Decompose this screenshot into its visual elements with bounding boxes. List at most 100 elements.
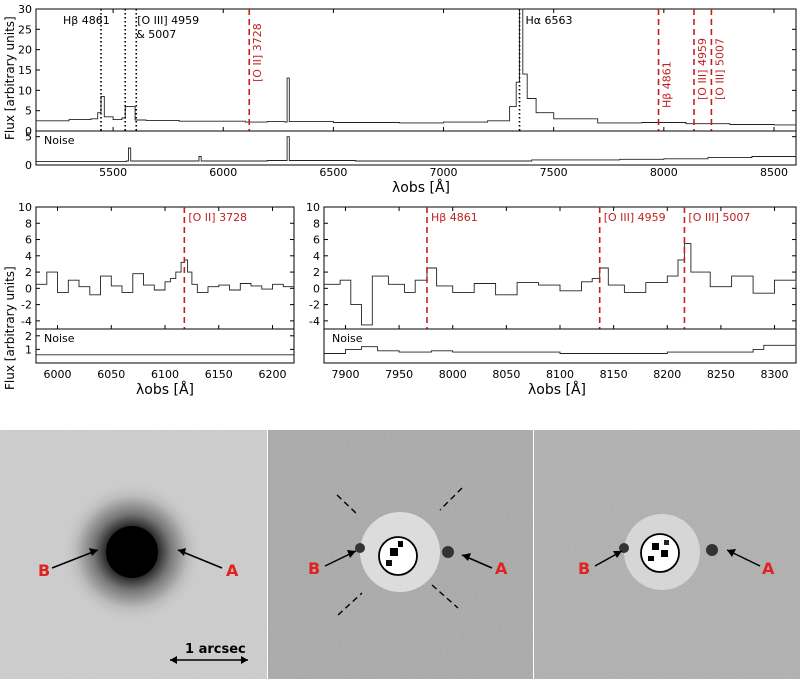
series-line — [36, 136, 797, 163]
annotation-label: [O II] 3728 — [188, 211, 247, 224]
annotation-label: [O III] 4959 — [696, 38, 709, 100]
image-label-a: A — [226, 561, 239, 580]
y-tick-label: 25 — [18, 23, 32, 36]
noise-label: Noise — [332, 332, 363, 345]
plot-frame — [35, 206, 295, 330]
y-tick-label: 4 — [313, 250, 320, 263]
x-tick-label: 8200 — [653, 368, 681, 381]
y-tick-label: 0 — [25, 282, 32, 295]
annotation-label: Hβ 4861 — [431, 211, 478, 224]
image-label-b: B — [578, 559, 590, 578]
x-tick-label: 7950 — [385, 368, 413, 381]
x-tick-label: 6150 — [205, 368, 233, 381]
x-axis-label: λobs [Å] — [136, 381, 194, 398]
panel-zoom-left: -4 -2 0 2 4 6 8 10 — [18, 201, 295, 330]
x-axis-label: λobs [Å] — [528, 381, 586, 398]
image-label-a: A — [495, 559, 508, 578]
x-tick-label: 6100 — [151, 368, 179, 381]
noise-label: Noise — [44, 332, 75, 345]
y-tick-label: 5 — [25, 105, 32, 118]
image-panel-direct: B A 1 arcsec — [0, 430, 267, 679]
x-tick-label: 7900 — [331, 368, 359, 381]
x-tick-label: 6000 — [209, 166, 237, 179]
x-tick-label: 8100 — [546, 368, 574, 381]
series-line — [36, 259, 295, 296]
arrow-b-head — [89, 548, 98, 556]
x-tick-label: 8500 — [760, 166, 788, 179]
y-tick-label: 8 — [25, 217, 32, 230]
y-tick-label: -4 — [309, 315, 320, 328]
x-tick-label: 8000 — [439, 368, 467, 381]
annotation-label: Hβ 4861 — [63, 14, 110, 27]
annotation-label: Hα 6563 — [526, 14, 573, 27]
y-tick-label: 10 — [306, 201, 320, 214]
annotation-label: [O III] 4959 — [137, 14, 199, 27]
series-line — [324, 243, 797, 326]
y-tick-label: 20 — [18, 44, 32, 57]
image-label-b: B — [38, 561, 50, 580]
y-tick-label: 2 — [25, 266, 32, 279]
x-tick-label: 5500 — [99, 166, 127, 179]
noise-label: Noise — [44, 134, 75, 147]
series-line — [36, 8, 797, 126]
y-tick-label: 30 — [18, 3, 32, 16]
panel-top-noise: 0 5 Noise — [25, 130, 797, 172]
arrow-a — [177, 549, 223, 569]
y-tick-label: -4 — [21, 315, 32, 328]
annotation-label: [O III] 4959 — [604, 211, 666, 224]
y-tick-label: 5 — [25, 131, 32, 144]
x-tick-label: 7000 — [430, 166, 458, 179]
y-tick-label: 15 — [18, 64, 32, 77]
scalebar-label: 1 arcsec — [185, 642, 246, 657]
x-tick-label: 7500 — [540, 166, 568, 179]
y-tick-label: -2 — [309, 299, 320, 312]
y-tick-label: 2 — [313, 266, 320, 279]
annotation-label: [O III] 5007 — [688, 211, 750, 224]
x-tick-label: 8250 — [707, 368, 735, 381]
x-tick-label: 6000 — [44, 368, 72, 381]
x-axis-label: λobs [Å] — [392, 179, 450, 196]
panel-zoom-right-noise: Noise — [323, 328, 797, 364]
y-tick-label: -2 — [21, 299, 32, 312]
plot-frame — [323, 328, 797, 364]
y-tick-label: 10 — [18, 201, 32, 214]
y-tick-label: 0 — [25, 125, 32, 138]
y-axis-label: Flux [arbitrary units] — [3, 16, 17, 140]
panel-zoom-left-noise: 12 Noise — [25, 328, 295, 364]
y-axis-label: Flux [arbitrary units] — [3, 266, 17, 390]
x-tick-label: 8000 — [650, 166, 678, 179]
panel-top-spectrum: 0 5 10 15 20 25 30 — [18, 3, 797, 138]
y-tick-label: 2 — [25, 330, 32, 343]
y-tick-label: 4 — [25, 250, 32, 263]
y-tick-label: 6 — [25, 234, 32, 247]
y-tick-label: 6 — [313, 234, 320, 247]
x-tick-label: 6500 — [319, 166, 347, 179]
x-tick-label: 6200 — [259, 368, 287, 381]
annotation-label: & 5007 — [136, 28, 176, 41]
y-tick-label: 1 — [25, 343, 32, 356]
x-tick-label: 6050 — [97, 368, 125, 381]
plot-frame — [35, 328, 295, 364]
plot-frame — [323, 206, 797, 330]
y-tick-label: 0 — [25, 159, 32, 172]
annotation-label: [O II] 3728 — [251, 23, 264, 82]
series-line — [324, 344, 797, 354]
x-tick-label: 8050 — [492, 368, 520, 381]
arrow-a-head — [178, 548, 186, 556]
annotation-label: Hβ 4861 — [661, 61, 674, 108]
y-tick-label: 0 — [313, 282, 320, 295]
image-label-b: B — [308, 559, 320, 578]
image-label-a: A — [762, 559, 775, 578]
y-tick-label: 10 — [18, 84, 32, 97]
image-panel-psf-subtracted: B A — [268, 430, 533, 679]
x-tick-label: 8150 — [600, 368, 628, 381]
y-tick-label: 8 — [313, 217, 320, 230]
plot-frame — [35, 130, 797, 166]
annotation-label: [O III] 5007 — [713, 38, 726, 100]
image-panels: B A 1 arcsec B A — [0, 430, 800, 679]
arrow-b — [51, 549, 99, 569]
x-tick-label: 8300 — [761, 368, 789, 381]
image-panel-psf-subtracted-2: B A — [534, 430, 800, 679]
